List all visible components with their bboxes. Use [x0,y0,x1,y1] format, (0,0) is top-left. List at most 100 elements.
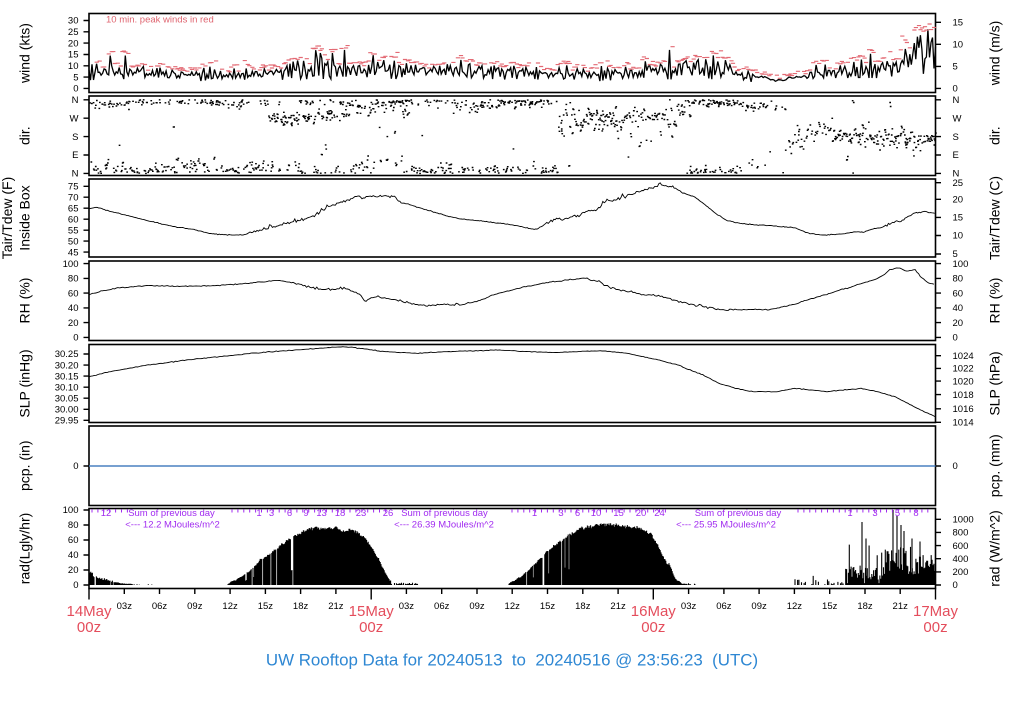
svg-text:0: 0 [953,84,958,95]
svg-text:16May: 16May [631,603,677,620]
svg-text:wind (m/s): wind (m/s) [987,21,1003,87]
svg-text:pcp. (in): pcp. (in) [17,440,33,491]
svg-text:0: 0 [953,580,958,591]
svg-text:0: 0 [73,580,78,591]
svg-text:29.95: 29.95 [55,416,79,427]
svg-text:15May: 15May [349,603,395,620]
svg-text:25: 25 [68,27,79,38]
svg-text:03z: 03z [117,601,133,612]
svg-text:0: 0 [73,333,78,344]
svg-text:20: 20 [68,318,79,329]
svg-text:<--- 12.2 MJoules/m^2: <--- 12.2 MJoules/m^2 [125,520,219,531]
svg-text:18z: 18z [293,601,309,612]
svg-text:65: 65 [68,203,79,214]
svg-text:1024: 1024 [953,351,974,362]
svg-text:18: 18 [335,508,346,519]
svg-text:W: W [70,113,79,124]
svg-text:10: 10 [591,508,602,519]
svg-text:80: 80 [953,274,964,285]
svg-text:100: 100 [953,259,969,270]
svg-text:400: 400 [953,554,969,565]
svg-text:5: 5 [953,249,958,260]
svg-text:80: 80 [68,274,79,285]
svg-text:00z: 00z [359,619,383,636]
svg-text:30.20: 30.20 [55,360,79,371]
svg-text:09z: 09z [187,601,203,612]
svg-text:Tair/Tdew (C): Tair/Tdew (C) [987,176,1003,260]
svg-text:<--- 25.95 MJoules/m^2: <--- 25.95 MJoules/m^2 [676,520,776,531]
svg-text:5: 5 [895,508,900,519]
svg-text:75: 75 [68,182,79,193]
svg-text:03z: 03z [681,601,697,612]
svg-text:20: 20 [953,318,964,329]
svg-text:15: 15 [68,50,79,61]
svg-text:0: 0 [73,461,78,472]
svg-text:21z: 21z [893,601,909,612]
svg-text:Sum of previous day: Sum of previous day [695,508,782,519]
svg-text:23: 23 [356,508,367,519]
svg-text:40: 40 [68,303,79,314]
svg-text:10 min. peak winds in red: 10 min. peak winds in red [106,15,214,26]
svg-text:12z: 12z [222,601,238,612]
svg-text:8: 8 [913,508,918,519]
svg-text:N: N [953,169,960,180]
svg-text:1000: 1000 [953,515,974,526]
svg-text:00z: 00z [77,619,101,636]
svg-text:N: N [72,95,79,106]
svg-text:15: 15 [953,213,964,224]
svg-text:Sum of previous day: Sum of previous day [401,508,488,519]
svg-text:0: 0 [953,333,958,344]
svg-text:09z: 09z [751,601,767,612]
svg-text:15z: 15z [258,601,274,612]
svg-text:SLP (hPa): SLP (hPa) [987,351,1003,415]
svg-text:S: S [953,132,959,143]
svg-text:3: 3 [269,508,274,519]
svg-text:30.05: 30.05 [55,393,79,404]
svg-text:wind (kts): wind (kts) [17,23,33,84]
svg-text:15: 15 [953,18,964,29]
svg-text:13: 13 [316,508,327,519]
svg-text:18z: 18z [857,601,873,612]
svg-text:1: 1 [532,508,537,519]
svg-text:20: 20 [636,508,647,519]
svg-text:1: 1 [847,508,852,519]
svg-text:15z: 15z [540,601,556,612]
svg-text:15: 15 [613,508,624,519]
svg-text:55: 55 [68,225,79,236]
svg-text:N: N [72,169,79,180]
svg-text:50: 50 [68,236,79,247]
svg-text:06z: 06z [716,601,732,612]
svg-text:06z: 06z [434,601,450,612]
svg-text:14May: 14May [66,603,112,620]
svg-text:Inside Box: Inside Box [17,185,33,250]
svg-text:1020: 1020 [953,376,974,387]
svg-text:21z: 21z [610,601,626,612]
svg-text:45: 45 [68,247,79,258]
svg-text:600: 600 [953,541,969,552]
svg-text:20: 20 [68,565,79,576]
svg-text:0: 0 [953,461,958,472]
svg-text:6: 6 [287,508,292,519]
svg-text:Tair/Tdew (F): Tair/Tdew (F) [0,177,15,259]
svg-text:E: E [953,150,959,161]
svg-text:09z: 09z [469,601,485,612]
svg-text:40: 40 [953,303,964,314]
svg-text:60: 60 [68,535,79,546]
svg-text:60: 60 [68,214,79,225]
svg-text:24: 24 [654,508,665,519]
svg-text:9: 9 [303,508,308,519]
svg-text:rad(Lgly/hr): rad(Lgly/hr) [17,513,33,585]
svg-text:26: 26 [383,508,394,519]
svg-text:RH (%): RH (%) [17,278,33,324]
svg-text:dir.: dir. [17,126,33,145]
svg-text:60: 60 [953,288,964,299]
svg-text:20: 20 [68,38,79,49]
svg-text:200: 200 [953,567,969,578]
svg-text:5: 5 [953,62,958,73]
svg-text:1018: 1018 [953,390,974,401]
svg-text:W: W [953,113,962,124]
svg-text:6: 6 [575,508,580,519]
svg-text:E: E [72,150,78,161]
svg-text:1014: 1014 [953,418,974,429]
svg-text:60: 60 [68,288,79,299]
